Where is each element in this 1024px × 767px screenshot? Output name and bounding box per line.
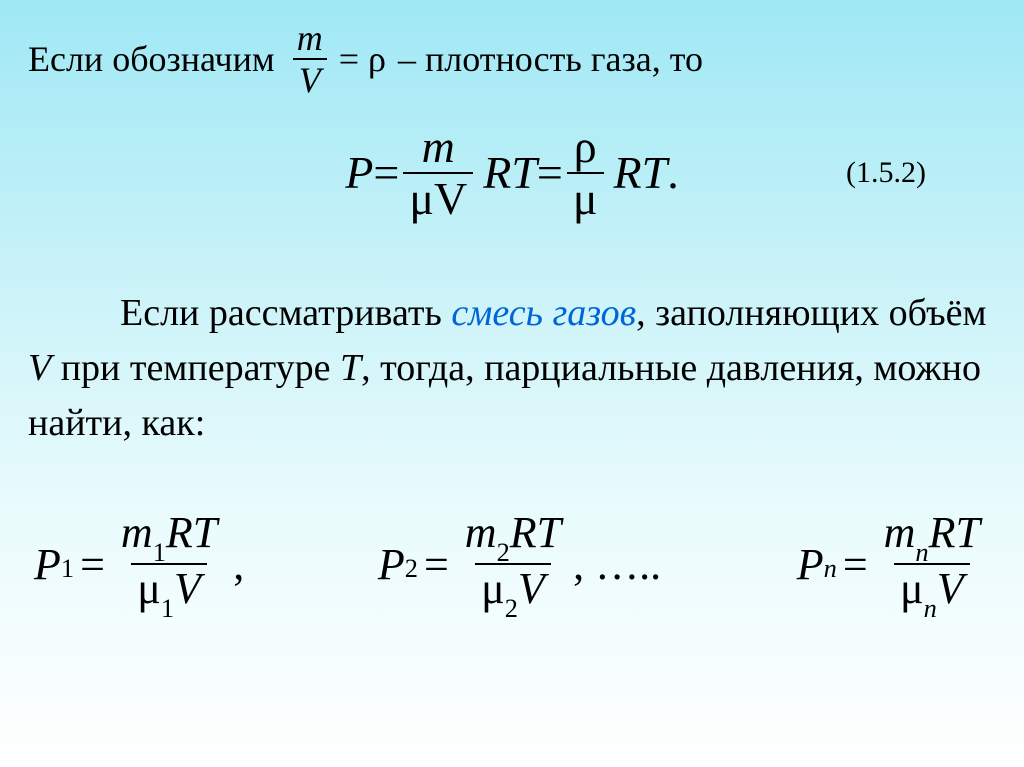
trio-frac: mnRT μnV <box>878 511 986 617</box>
eq-dot: . <box>667 142 679 204</box>
para-t2: заполняющих объём <box>646 292 987 334</box>
trio-den-mu: μ <box>900 564 924 613</box>
para-t3: при температуре <box>51 347 340 389</box>
equation-main: P = m μV RT = ρ μ RT . <box>345 124 678 222</box>
text-before: Если обозначим <box>28 35 275 84</box>
trio-num-rt: RT <box>166 508 217 557</box>
trio-den-v: V <box>518 564 545 613</box>
trio-num-m: m <box>121 508 153 557</box>
eq-frac1-den-text: μV <box>409 173 467 224</box>
trio-P: P <box>378 535 405 594</box>
eq-frac2-den: μ <box>567 172 604 222</box>
trio-P: P <box>797 535 824 594</box>
trio-tail: , ….. <box>573 535 661 594</box>
trio-num-rt: RT <box>510 508 561 557</box>
equation-label: (1.5.2) <box>846 153 926 194</box>
frac-num: m <box>291 20 329 58</box>
eq-eq1: = <box>373 142 399 204</box>
eq-frac2: ρ μ <box>567 124 604 222</box>
trio-den-v: V <box>937 564 964 613</box>
paragraph: Если рассматривать смесь газов, заполняю… <box>28 286 996 451</box>
trio-frac-den: μnV <box>894 563 970 617</box>
fraction-m-over-v: m V <box>291 20 329 98</box>
trio-sub: 2 <box>405 551 418 587</box>
para-V: V <box>28 347 51 389</box>
para-mix: смесь газов <box>451 292 636 334</box>
eq-P: P <box>345 142 373 204</box>
equation-trio-item: P2 = m2RT μ2V , ….. <box>378 511 663 617</box>
trio-den-sub: 1 <box>161 593 174 623</box>
equation-main-row: P = m μV RT = ρ μ RT . (1.5.2) <box>28 124 996 222</box>
text-after: – плотность газа, то <box>398 35 703 84</box>
definition-line: Если обозначим m V = ρ – плотность газа,… <box>28 20 996 98</box>
trio-frac-num: mnRT <box>878 511 986 563</box>
trio-num-sub: 2 <box>497 537 510 567</box>
trio-frac: m1RT μ1V <box>115 511 223 617</box>
para-comma: , <box>636 292 646 334</box>
trio-num-sub: n <box>915 537 928 567</box>
trio-den-mu: μ <box>481 564 505 613</box>
trio-P: P <box>34 535 61 594</box>
para-t1: Если рассматривать <box>120 292 451 334</box>
equation-trio-item: Pn = mnRT μnV <box>797 511 990 617</box>
eq-RT2: RT <box>614 142 668 204</box>
eq-frac1-num: m <box>416 124 461 172</box>
trio-frac-num: m2RT <box>459 511 567 563</box>
trio-frac-num: m1RT <box>115 511 223 563</box>
trio-den-v: V <box>174 564 201 613</box>
eq-frac1: m μV <box>403 124 473 222</box>
trio-den-mu: μ <box>137 564 161 613</box>
trio-sub: n <box>824 551 837 587</box>
trio-num-m: m <box>465 508 497 557</box>
eq-RT1: RT <box>483 142 537 204</box>
trio-frac: m2RT μ2V <box>459 511 567 617</box>
trio-frac-den: μ2V <box>475 563 551 617</box>
equation-trio-item: P1 = m1RT μ1V , <box>34 511 244 617</box>
trio-den-sub: 2 <box>505 593 518 623</box>
trio-tail: , <box>233 535 244 594</box>
trio-num-sub: 1 <box>153 537 166 567</box>
trio-num-rt: RT <box>929 508 980 557</box>
eq-frac1-den: μV <box>403 172 473 222</box>
slide-content: Если обозначим m V = ρ – плотность газа,… <box>0 0 1024 767</box>
trio-sub: 1 <box>61 551 74 587</box>
trio-den-sub: n <box>924 593 937 623</box>
trio-num-m: m <box>884 508 916 557</box>
para-T: T <box>340 347 361 389</box>
frac-den: V <box>293 58 327 98</box>
eq-frac2-num: ρ <box>568 124 603 172</box>
equation-trio: P1 = m1RT μ1V , P2 = m2RT μ2V <box>28 511 996 617</box>
eq-eq2: = <box>537 142 563 204</box>
trio-frac-den: μ1V <box>131 563 207 617</box>
equals-rho: = ρ <box>339 35 386 84</box>
